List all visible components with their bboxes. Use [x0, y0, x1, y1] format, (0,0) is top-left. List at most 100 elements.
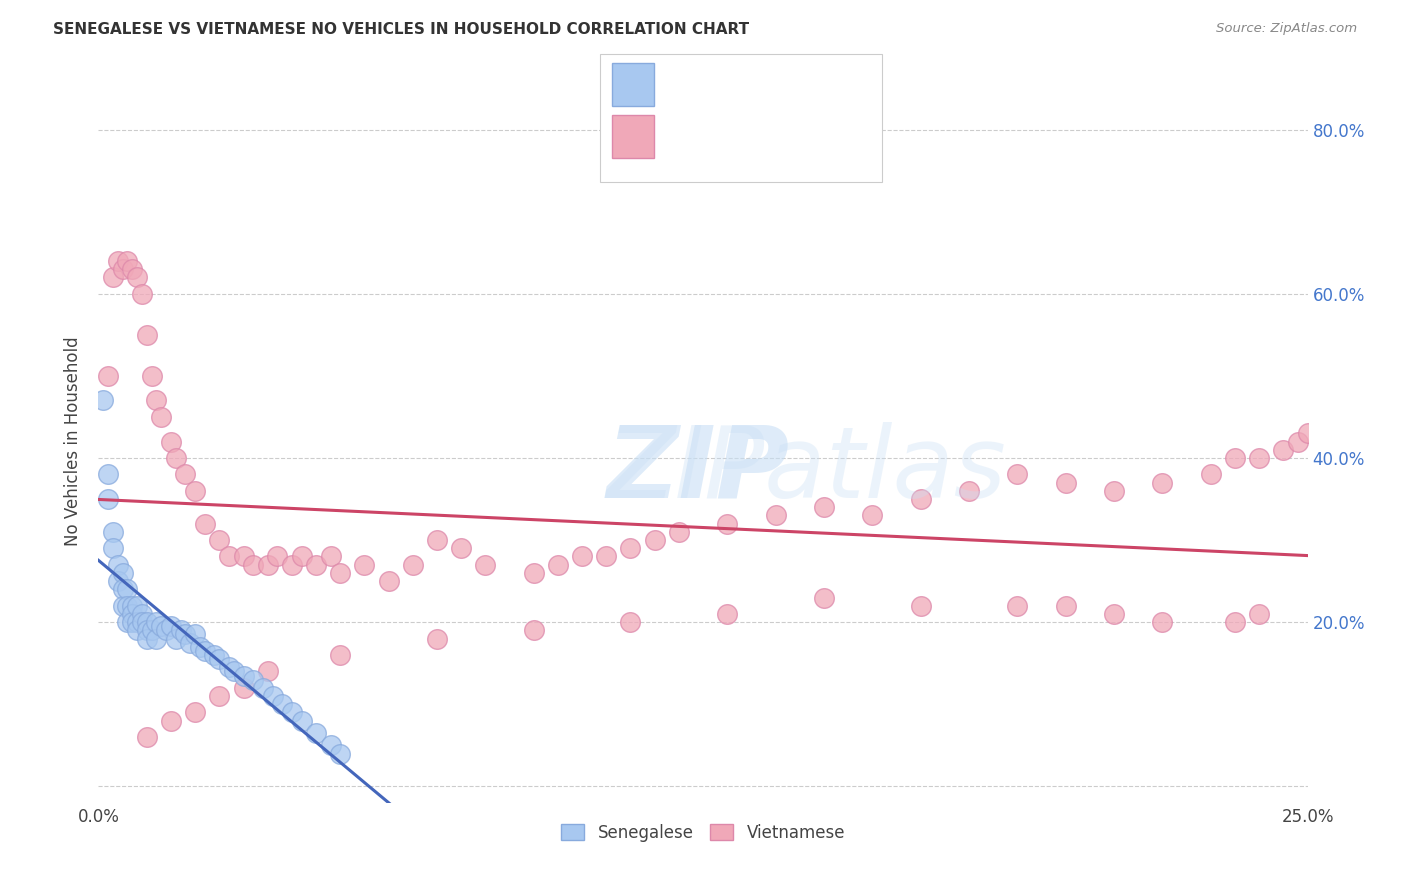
- Point: [1249, 607, 1271, 621]
- Point: [1054, 475, 1077, 490]
- Point: [127, 615, 149, 630]
- Text: SENEGALESE VS VIETNAMESE NO VEHICLES IN HOUSEHOLD CORRELATION CHART: SENEGALESE VS VIETNAMESE NO VEHICLES IN …: [53, 22, 749, 37]
- Point: [160, 619, 183, 633]
- Point: [174, 627, 197, 641]
- Point: [319, 549, 342, 564]
- Point: [127, 270, 149, 285]
- Text: 51: 51: [839, 65, 865, 83]
- Point: [426, 533, 449, 547]
- Point: [765, 508, 787, 523]
- Point: [174, 467, 197, 482]
- Point: [169, 624, 191, 638]
- Point: [1054, 599, 1077, 613]
- Point: [252, 681, 274, 695]
- Point: [281, 706, 304, 720]
- Point: [145, 393, 167, 408]
- Point: [194, 516, 217, 531]
- Text: N =: N =: [787, 65, 839, 83]
- Point: [290, 714, 312, 728]
- Text: R =: R =: [671, 117, 710, 135]
- Point: [1223, 615, 1246, 630]
- Point: [319, 739, 342, 753]
- Point: [1199, 467, 1222, 482]
- Text: -0.312: -0.312: [717, 65, 782, 83]
- Point: [1296, 426, 1319, 441]
- Point: [135, 632, 157, 646]
- Point: [1286, 434, 1309, 449]
- Point: [141, 624, 163, 638]
- Point: [402, 558, 425, 572]
- Point: [305, 558, 328, 572]
- Point: [426, 632, 449, 646]
- Point: [218, 549, 240, 564]
- Text: ZIP: ZIP: [606, 422, 789, 519]
- Point: [595, 549, 617, 564]
- Point: [145, 632, 167, 646]
- Point: [135, 327, 157, 342]
- Point: [107, 558, 129, 572]
- Point: [232, 668, 254, 682]
- Point: [131, 607, 153, 621]
- Point: [121, 615, 143, 630]
- Point: [957, 483, 980, 498]
- Point: [141, 368, 163, 383]
- Point: [160, 714, 183, 728]
- Point: [262, 689, 284, 703]
- Point: [271, 698, 294, 712]
- Point: [1102, 607, 1125, 621]
- Point: [165, 632, 187, 646]
- Point: [329, 648, 352, 662]
- Text: R =: R =: [671, 65, 710, 83]
- Point: [377, 574, 399, 588]
- Point: [111, 582, 134, 597]
- Point: [188, 640, 211, 654]
- Point: [256, 665, 278, 679]
- Point: [232, 549, 254, 564]
- Point: [117, 599, 139, 613]
- Point: [165, 450, 187, 465]
- Point: [194, 644, 217, 658]
- Point: [1152, 615, 1174, 630]
- Point: [716, 607, 738, 621]
- Point: [1102, 483, 1125, 498]
- Point: [91, 393, 114, 408]
- Point: [131, 615, 153, 630]
- Point: [121, 607, 143, 621]
- Point: [619, 615, 641, 630]
- Point: [813, 591, 835, 605]
- Point: [150, 409, 173, 424]
- Point: [305, 726, 328, 740]
- Point: [329, 747, 352, 761]
- Point: [101, 541, 124, 556]
- Point: [910, 599, 932, 613]
- Point: [208, 689, 231, 703]
- Point: [208, 652, 231, 666]
- Point: [111, 599, 134, 613]
- Point: [121, 599, 143, 613]
- Text: 76: 76: [839, 117, 865, 135]
- Point: [127, 599, 149, 613]
- Point: [107, 574, 129, 588]
- Point: [1223, 450, 1246, 465]
- Point: [1007, 467, 1029, 482]
- Point: [117, 253, 139, 268]
- Point: [523, 624, 546, 638]
- Point: [184, 706, 207, 720]
- Point: [232, 681, 254, 695]
- Point: [242, 558, 264, 572]
- Point: [97, 467, 120, 482]
- Point: [353, 558, 375, 572]
- Point: [97, 368, 120, 383]
- Point: [547, 558, 569, 572]
- Point: [1249, 450, 1271, 465]
- Point: [619, 541, 641, 556]
- Point: [910, 491, 932, 506]
- Point: [256, 558, 278, 572]
- Point: [111, 262, 134, 277]
- Point: [1272, 442, 1295, 457]
- Point: [474, 558, 496, 572]
- Point: [150, 619, 173, 633]
- Point: [135, 624, 157, 638]
- Point: [644, 533, 666, 547]
- Point: [716, 516, 738, 531]
